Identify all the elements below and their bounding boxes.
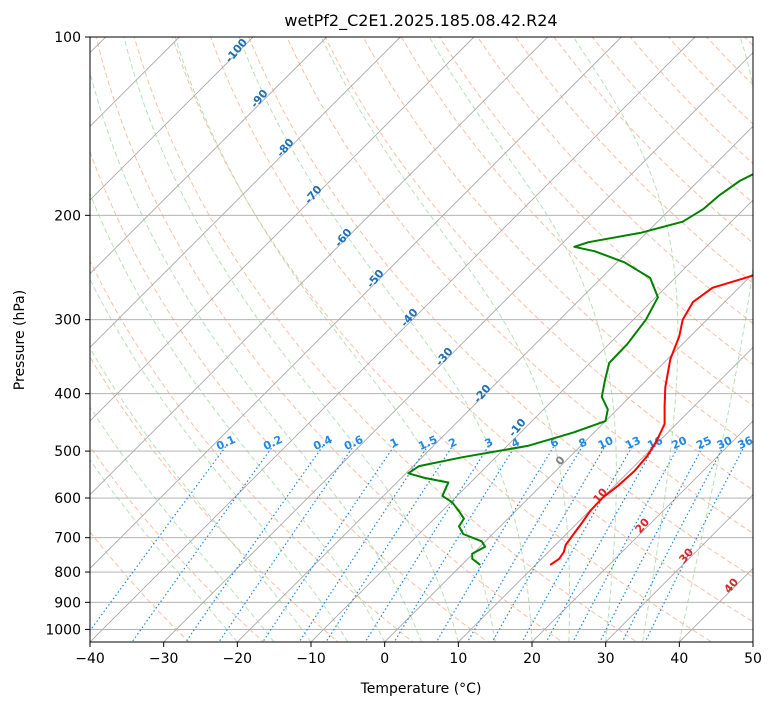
plot-frame (89, 36, 754, 643)
x-tick-label: −10 (296, 651, 326, 667)
dry-adiabat (90, 259, 414, 642)
mixing-ratio-line (393, 445, 516, 642)
mixing-ratio-line (521, 445, 634, 642)
isotherm (90, 37, 622, 569)
y-tick-label: 100 (54, 30, 81, 46)
moist-adiabat (90, 406, 275, 642)
mixing-ratio-line (131, 445, 274, 642)
plot-area: -100-90-80-70-60-50-40-30-20-100.1 0.2 0.4… (90, 37, 756, 642)
mixing-ratio-line (262, 445, 395, 642)
dry-adiabat (90, 445, 265, 642)
mixing-ratio-line (545, 445, 656, 642)
mixing-ratio-label: 13 (623, 434, 642, 452)
moist-adiabat (238, 37, 533, 642)
dry-adiabat (400, 37, 753, 407)
mixing-ratio-line (599, 445, 704, 642)
mixing-ratio-label: 10 (596, 434, 616, 452)
moist-adiabat (90, 278, 349, 642)
temperature-profile (549, 274, 753, 566)
y-axis: 100 200 300 400 500 600 700 800 900 1000 (45, 30, 90, 638)
y-tick-label: 700 (54, 531, 81, 547)
isotherm (384, 273, 753, 642)
y-tick-label: 500 (54, 444, 81, 460)
mixing-ratio-line (218, 445, 355, 642)
isotherm (531, 420, 753, 642)
chart-title: wetPf2_C2E1.2025.185.08.42.R24 (284, 11, 557, 31)
mixing-ratio-lines (90, 445, 746, 642)
isotherm (237, 125, 753, 642)
x-axis-title: Temperature (°C) (360, 681, 482, 697)
mixing-ratio-line (491, 445, 606, 642)
isotherm (90, 37, 327, 275)
isotherm (310, 199, 753, 642)
x-tick-label: 20 (523, 651, 541, 667)
dewpoint-profile (407, 173, 753, 566)
isotherm (163, 52, 753, 642)
isotherm (458, 346, 753, 642)
mixing-ratio-line (572, 445, 680, 642)
profiles (407, 173, 753, 566)
x-tick-label: 10 (449, 651, 467, 667)
mixing-ratio-label: 25 (694, 434, 713, 452)
mixing-ratio-label: 36 (736, 434, 756, 452)
isotherm (90, 37, 254, 201)
isotherm (90, 37, 475, 422)
mixing-ratio-label: 30 (715, 434, 735, 452)
y-tick-label: 600 (54, 491, 81, 507)
moist-adiabat (90, 459, 238, 642)
y-tick-label: 900 (54, 595, 81, 611)
isotherms (90, 37, 753, 642)
isobars (90, 37, 753, 630)
y-axis-title: Pressure (hPa) (12, 290, 28, 390)
x-tick-label: −20 (223, 651, 253, 667)
dry-adiabat (171, 37, 713, 642)
isotherm (605, 494, 753, 642)
isotherm (90, 37, 401, 348)
moist-adiabat (320, 37, 571, 642)
mixing-ratio-line (364, 445, 490, 642)
mixing-ratio-label: 20 (670, 434, 690, 452)
x-tick-label: −30 (149, 651, 179, 667)
x-axis: −40 −30 −20 −10 0 10 20 30 40 50 (75, 642, 762, 667)
moist-adiabat (678, 37, 753, 642)
dry-adiabat (362, 37, 753, 449)
x-tick-label: 40 (670, 651, 688, 667)
mixing-ratio-line (435, 445, 555, 642)
mixing-ratio-line (466, 445, 584, 642)
x-tick-label: 30 (597, 651, 615, 667)
y-tick-label: 200 (54, 208, 81, 224)
isotherm (90, 37, 548, 496)
mixing-ratio-line (644, 445, 746, 642)
dry-adiabat (90, 531, 190, 642)
dry-adiabat (95, 37, 564, 642)
y-tick-label: 300 (54, 313, 81, 329)
y-tick-label: 1000 (45, 622, 81, 638)
y-tick-label: 400 (54, 387, 81, 403)
dry-adiabat (248, 37, 753, 578)
dry-adiabat (515, 37, 753, 284)
dry-adiabat (477, 37, 753, 325)
y-tick-label: 800 (54, 565, 81, 581)
isotherm (90, 37, 696, 642)
x-tick-label: 0 (380, 651, 389, 667)
moist-adiabat (123, 37, 459, 642)
dry-adiabat (209, 37, 753, 623)
x-tick-label: −40 (75, 651, 105, 667)
x-tick-label: 50 (744, 651, 762, 667)
moist-adiabat (90, 192, 386, 642)
moist-adiabat (572, 37, 679, 642)
